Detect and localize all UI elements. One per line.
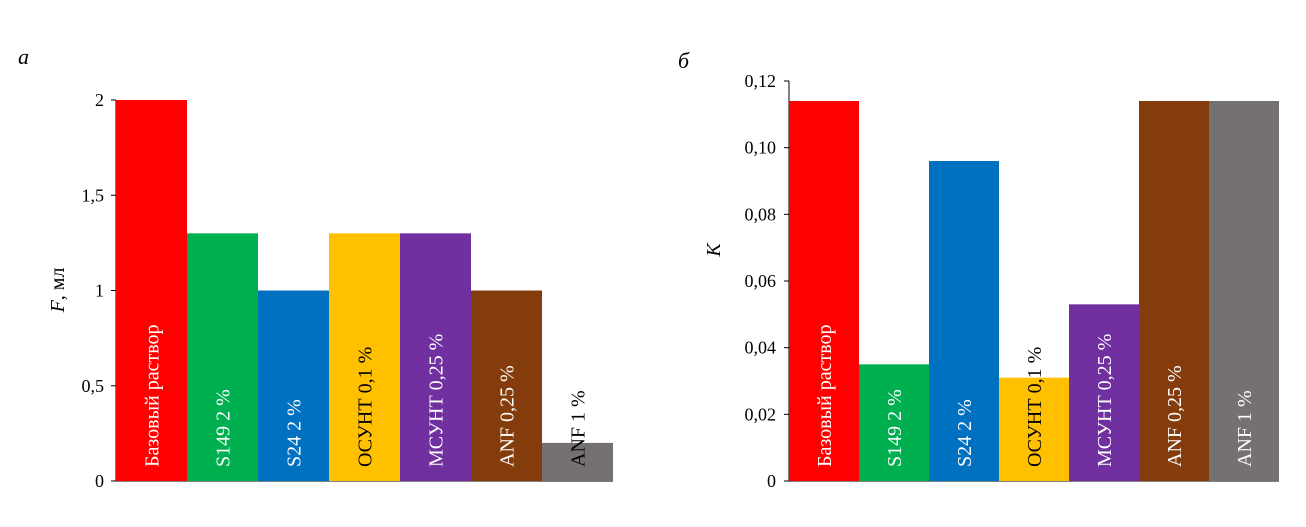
bar-3 bbox=[929, 161, 999, 481]
bar-label-1: Базовый раствор bbox=[142, 324, 164, 467]
y-tick-label: 0,08 bbox=[745, 204, 777, 224]
bar-1 bbox=[116, 100, 187, 481]
y-tick-label: 0,06 bbox=[745, 271, 777, 291]
panel-label: б bbox=[678, 48, 690, 73]
y-tick-label: 0 bbox=[767, 471, 776, 491]
y-tick-label: 0 bbox=[95, 471, 104, 491]
y-axis-symbol: F bbox=[47, 299, 69, 313]
bar-7 bbox=[1209, 101, 1279, 481]
bar-label-3: S24 2 % bbox=[284, 399, 306, 467]
y-tick-label: 1,5 bbox=[82, 185, 105, 205]
bar-label-7: ANF 1 % bbox=[1234, 390, 1256, 467]
bar-label-4: ОСУНТ 0,1 % bbox=[1024, 347, 1046, 467]
y-tick-label: 0,12 bbox=[745, 71, 777, 91]
y-tick-label: 2 bbox=[95, 90, 104, 110]
bar-label-1: Базовый раствор bbox=[814, 324, 836, 467]
bar-3 bbox=[258, 290, 329, 481]
bar-2 bbox=[859, 364, 929, 481]
bar-label-5: МСУНТ 0,25 % bbox=[426, 334, 448, 467]
bar-label-6: ANF 0,25 % bbox=[1164, 365, 1186, 467]
y-axis-unit: , мл bbox=[47, 268, 69, 301]
y-tick-label: 0,04 bbox=[745, 338, 777, 358]
y-tick-label: 1 bbox=[95, 281, 104, 301]
y-tick-label: 0,02 bbox=[745, 404, 777, 424]
bar-7 bbox=[542, 442, 613, 481]
bar-6 bbox=[471, 290, 542, 481]
bar-4 bbox=[999, 377, 1069, 481]
bar-label-2: S149 2 % bbox=[884, 389, 906, 467]
bar-label-3: S24 2 % bbox=[954, 399, 976, 467]
bar-label-7: ANF 1 % bbox=[568, 390, 590, 467]
y-axis-label: K bbox=[703, 242, 725, 258]
bar-4 bbox=[329, 233, 400, 481]
chart-panel-2: б 0 0,02 0,04 0,06 0,08 0,10 0,12 K Базовый раств… bbox=[678, 48, 1279, 491]
chart-panel-1: а 0 0,5 1 1,5 2 F, мл Базовый раствор S149 2 % S2… bbox=[18, 44, 613, 491]
y-tick-label: 0,5 bbox=[82, 376, 105, 396]
bar-5 bbox=[400, 233, 471, 481]
y-axis-symbol: K bbox=[703, 242, 725, 258]
bar-2 bbox=[187, 233, 258, 481]
panel-label: а bbox=[18, 44, 29, 69]
bar-label-2: S149 2 % bbox=[213, 389, 235, 467]
bar-5 bbox=[1069, 304, 1139, 481]
bar-1 bbox=[789, 101, 859, 481]
bar-label-6: ANF 0,25 % bbox=[497, 365, 519, 467]
bar-label-4: ОСУНТ 0,1 % bbox=[355, 347, 377, 467]
bar-6 bbox=[1139, 101, 1209, 481]
y-axis-label: F, мл bbox=[47, 268, 69, 314]
y-tick-label: 0,10 bbox=[745, 138, 777, 158]
bar-label-5: МСУНТ 0,25 % bbox=[1094, 334, 1116, 467]
